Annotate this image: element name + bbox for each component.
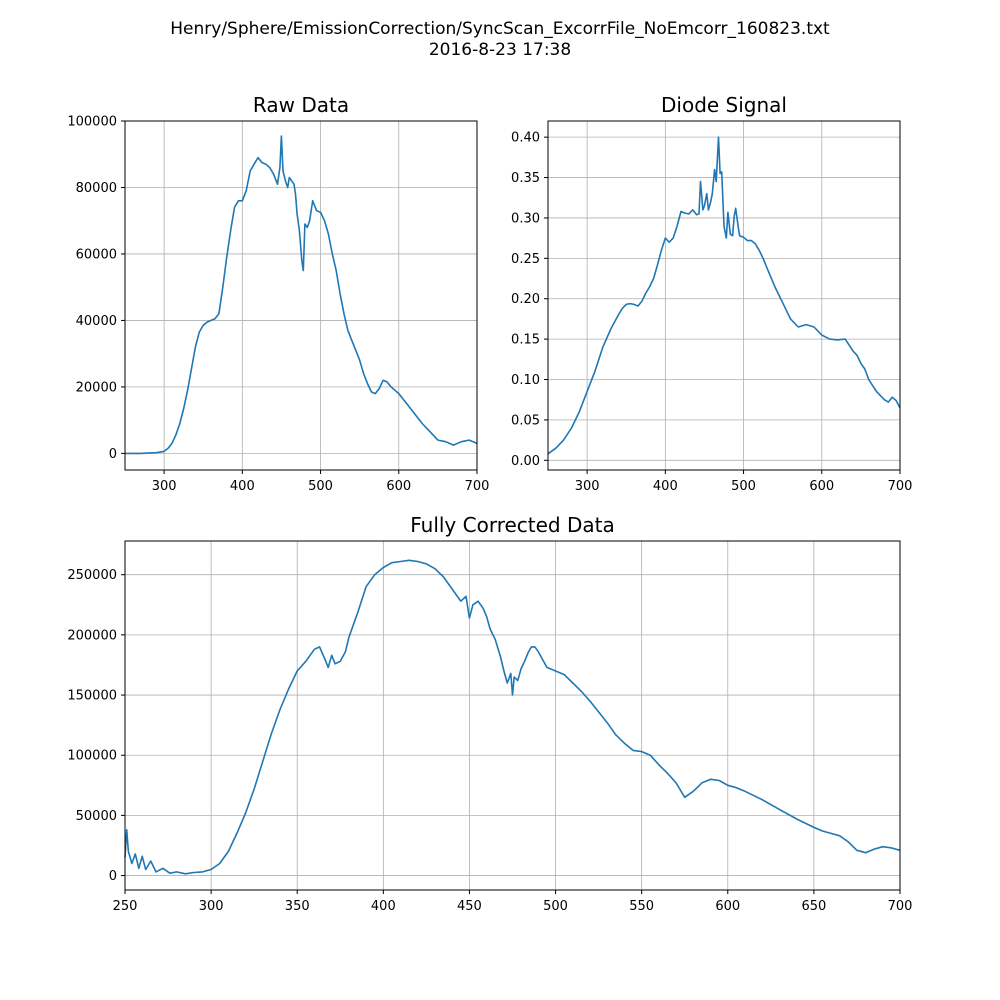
- corrected-data-y-tick-label: 200000: [67, 628, 117, 643]
- corrected-data-x-tick-label: 300: [199, 899, 224, 914]
- raw-data-y-tick-label: 40000: [76, 314, 117, 329]
- corrected-data-y-tick-label: 50000: [76, 809, 117, 824]
- raw-data-title: Raw Data: [253, 93, 349, 117]
- diode-signal-x-tick-label: 500: [731, 479, 756, 494]
- diode-signal-y-tick-label: 0.30: [511, 211, 540, 226]
- corrected-data-y-tick-label: 100000: [67, 749, 117, 764]
- corrected-data-axes-frame: [124, 540, 901, 891]
- diode-signal-y-tick-label: 0.05: [511, 413, 540, 428]
- corrected-data-x-tick-label: 350: [285, 899, 310, 914]
- figure-title: Henry/Sphere/EmissionCorrection/SyncScan…: [170, 19, 830, 39]
- diode-signal-title: Diode Signal: [661, 93, 787, 117]
- corrected-data-x-tick-label: 400: [371, 899, 396, 914]
- raw-data-y-tick-label: 0: [109, 447, 117, 462]
- raw-data-x-tick-label: 500: [308, 479, 333, 494]
- raw-data-x-tick-label: 400: [230, 479, 255, 494]
- raw-data-x-tick-label: 600: [386, 479, 411, 494]
- corrected-data-x-tick-label: 600: [715, 899, 740, 914]
- diode-signal-x-tick-label: 300: [575, 479, 600, 494]
- corrected-data-x-tick-label: 550: [629, 899, 654, 914]
- diode-signal-y-tick-label: 0.40: [511, 131, 540, 146]
- diode-signal-x-tick-label: 400: [653, 479, 678, 494]
- corrected-data-x-tick-label: 500: [543, 899, 568, 914]
- corrected-data-x-tick-label: 250: [113, 899, 138, 914]
- diode-signal-y-tick-label: 0.20: [511, 292, 540, 307]
- raw-data-y-tick-label: 80000: [76, 181, 117, 196]
- figure-timestamp: 2016-8-23 17:38: [428, 40, 572, 60]
- corrected-data-x-tick-label: 450: [457, 899, 482, 914]
- raw-data-x-tick-label: 300: [152, 479, 177, 494]
- corrected-data-panel: 250 300 350 400 450 500 550 600 650 700 0 50000 1000…: [67, 513, 912, 914]
- raw-data-y-tick-label: 60000: [76, 247, 117, 262]
- diode-signal-y-tick-label: 0.10: [511, 373, 540, 388]
- corrected-data-series-line: [124, 559, 901, 875]
- diode-signal-x-tick-label: 600: [809, 479, 834, 494]
- corrected-data-y-tick-label: 150000: [67, 689, 117, 704]
- raw-data-series-line: [125, 135, 478, 455]
- corrected-data-y-tick-label: 0: [109, 869, 117, 884]
- diode-signal-x-tick-label: 700: [888, 479, 913, 494]
- diode-signal-series-line: [547, 136, 901, 455]
- diode-signal-y-tick-label: 0.00: [511, 454, 540, 469]
- diode-signal-y-tick-label: 0.15: [511, 333, 540, 348]
- raw-data-y-tick-label: 100000: [67, 115, 117, 130]
- diode-signal-y-tick-label: 0.25: [511, 252, 540, 267]
- corrected-data-x-tick-label: 700: [888, 899, 913, 914]
- raw-data-panel: 300 400 500 600 700 0 20000 40000 60000 80000 1000…: [67, 93, 489, 494]
- raw-data-axes-frame: [124, 120, 478, 471]
- corrected-data-y-tick-label: 250000: [67, 568, 117, 583]
- corrected-data-x-tick-label: 650: [801, 899, 826, 914]
- raw-data-x-tick-label: 700: [465, 479, 490, 494]
- diode-signal-panel: 300 400 500 600 700 0.00 0.05 0.10 0.15 0.20 0.25 0…: [511, 93, 912, 494]
- diode-signal-y-tick-label: 0.35: [511, 171, 540, 186]
- raw-data-y-tick-label: 20000: [76, 380, 117, 395]
- corrected-data-title: Fully Corrected Data: [410, 513, 615, 537]
- diode-signal-axes-frame: [547, 120, 901, 471]
